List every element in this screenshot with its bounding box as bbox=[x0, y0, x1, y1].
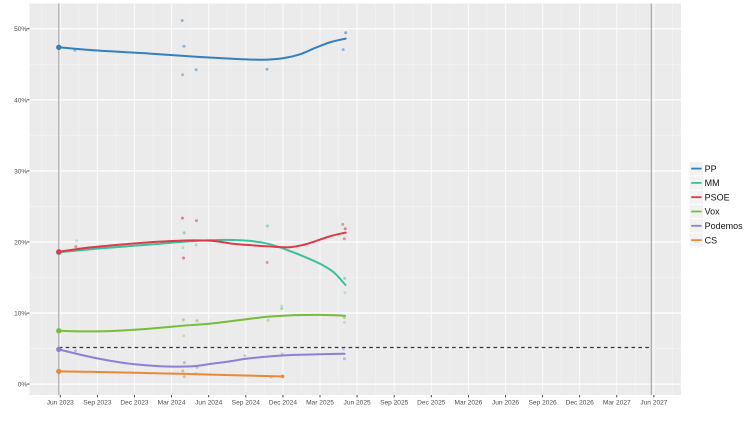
svg-text:Dec 2023: Dec 2023 bbox=[120, 400, 149, 407]
svg-text:Sep 2023: Sep 2023 bbox=[83, 400, 112, 407]
svg-text:PP: PP bbox=[705, 164, 717, 174]
svg-text:Jun 2024: Jun 2024 bbox=[195, 400, 222, 407]
svg-text:Jun 2023: Jun 2023 bbox=[47, 400, 74, 407]
svg-text:CS: CS bbox=[705, 235, 718, 245]
svg-text:Jun 2027: Jun 2027 bbox=[640, 400, 667, 407]
svg-text:Jun 2026: Jun 2026 bbox=[492, 400, 519, 407]
svg-text:Jun 2025: Jun 2025 bbox=[344, 400, 371, 407]
svg-text:MM: MM bbox=[705, 178, 720, 188]
svg-text:Dec 2026: Dec 2026 bbox=[566, 400, 595, 407]
svg-text:Mar 2024: Mar 2024 bbox=[158, 400, 186, 407]
svg-text:Dec 2024: Dec 2024 bbox=[269, 400, 298, 407]
svg-text:Sep 2026: Sep 2026 bbox=[528, 400, 557, 407]
svg-text:Mar 2027: Mar 2027 bbox=[603, 400, 631, 407]
svg-text:Mar 2026: Mar 2026 bbox=[454, 400, 482, 407]
svg-text:50%: 50% bbox=[14, 26, 27, 33]
svg-text:Mar 2025: Mar 2025 bbox=[306, 400, 334, 407]
svg-text:0%: 0% bbox=[18, 382, 28, 389]
svg-text:PSOE: PSOE bbox=[705, 192, 730, 202]
svg-text:Dec 2025: Dec 2025 bbox=[417, 400, 446, 407]
svg-text:Vox: Vox bbox=[705, 207, 721, 217]
svg-text:Sep 2025: Sep 2025 bbox=[380, 400, 409, 407]
svg-text:30%: 30% bbox=[14, 168, 27, 175]
svg-text:20%: 20% bbox=[14, 239, 27, 246]
svg-text:40%: 40% bbox=[14, 97, 27, 104]
svg-text:Sep 2024: Sep 2024 bbox=[232, 400, 261, 407]
svg-text:10%: 10% bbox=[14, 310, 27, 317]
svg-text:Podemos: Podemos bbox=[705, 221, 744, 231]
